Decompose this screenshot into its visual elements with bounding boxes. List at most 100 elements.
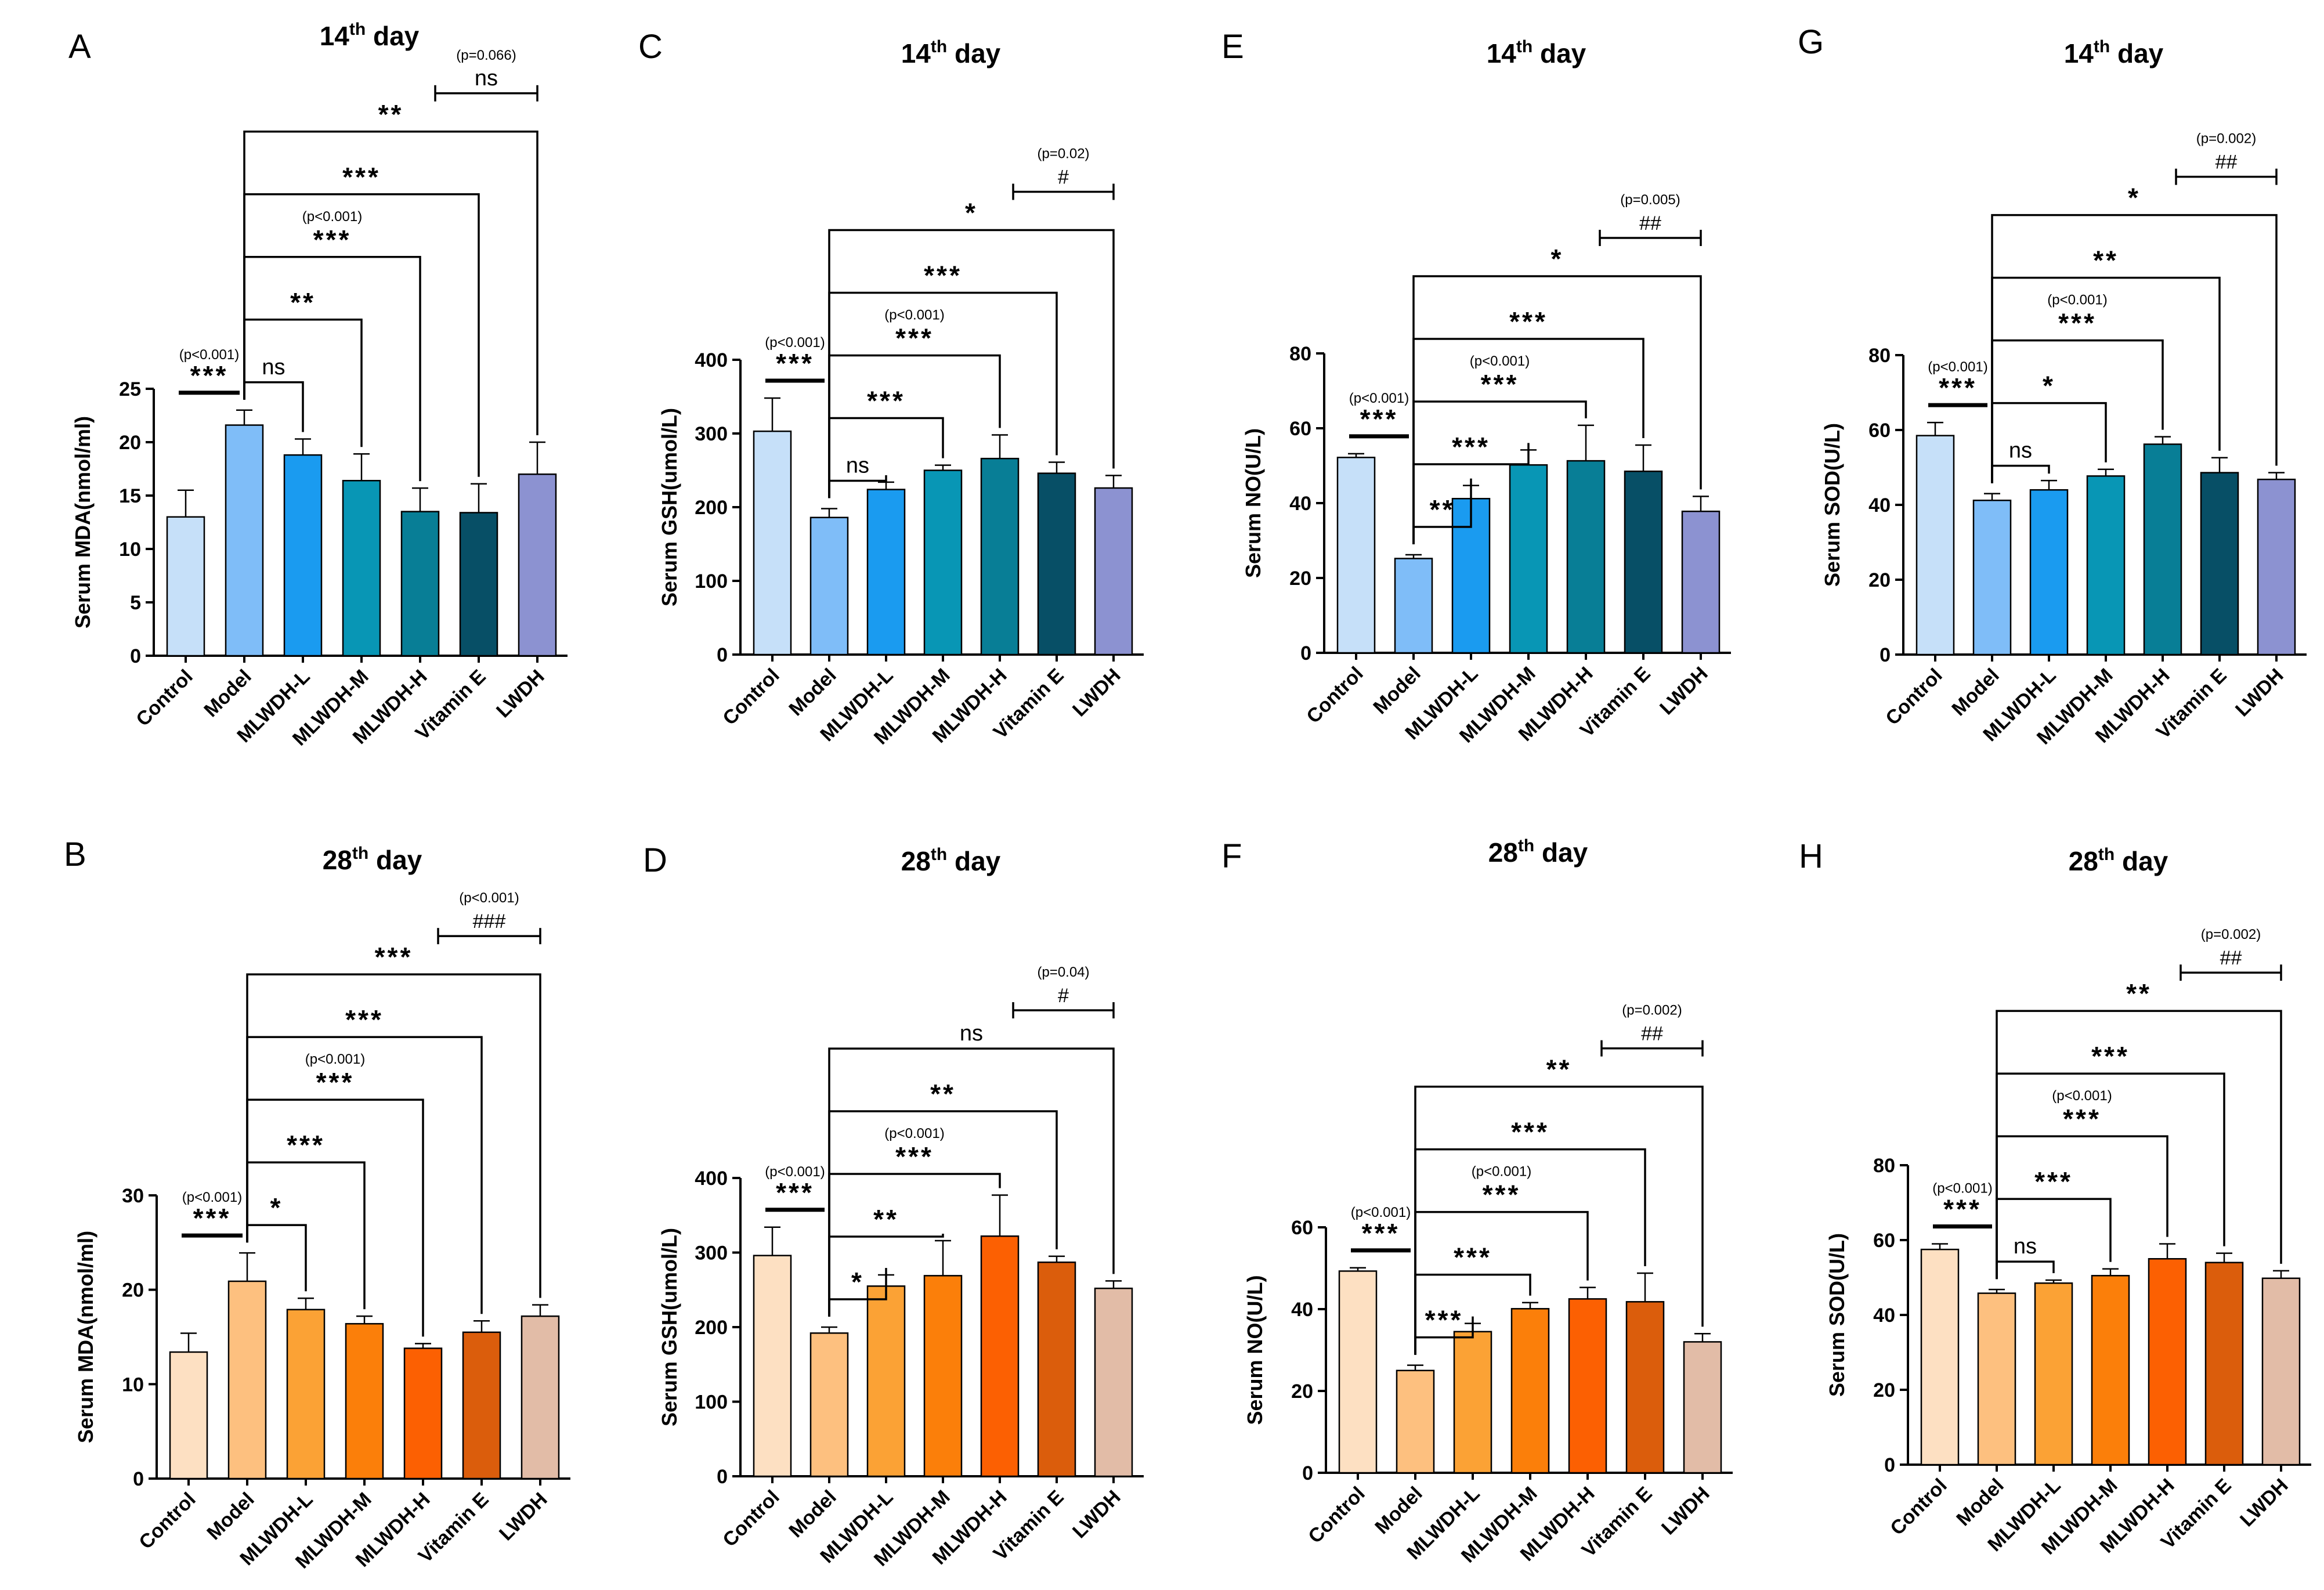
sig-label-2: * xyxy=(851,1267,864,1297)
bar-mlwdh-h xyxy=(980,457,1020,656)
bar-control xyxy=(169,1351,208,1480)
bar-control xyxy=(1920,1248,1960,1466)
y-axis-label: Serum MDA(nmol/ml) xyxy=(71,416,95,628)
panel-label: D xyxy=(643,841,667,879)
x-tick-label: Model xyxy=(1947,664,2003,720)
chart-title: 28th day xyxy=(1488,836,1588,868)
p-value-4: (p<0.001) xyxy=(1472,1164,1531,1180)
y-tick-label: 40 xyxy=(1868,494,1891,516)
chart-title: 14th day xyxy=(2064,37,2164,68)
sig-label-6: * xyxy=(965,198,978,228)
sig-label-control: *** xyxy=(776,1177,814,1208)
y-tick-label: 0 xyxy=(1302,1462,1313,1484)
y-tick-label: 300 xyxy=(695,423,728,445)
y-tick-label: 40 xyxy=(1291,1299,1313,1321)
p-value-control: (p<0.001) xyxy=(765,335,825,350)
bar-model xyxy=(1977,1292,2016,1466)
y-tick-label: 60 xyxy=(1291,1217,1313,1239)
sig-label-3: *** xyxy=(2034,1166,2073,1197)
panel-G: G 14th day 0 20 40 60 80 Serum SOD(U/L) Control M… xyxy=(1798,23,2307,749)
bar-vitamin-e xyxy=(1625,1301,1665,1474)
y-tick-label: 80 xyxy=(1868,345,1891,367)
sig-bracket-2 xyxy=(1991,464,2050,483)
sig-label-2: ** xyxy=(1430,494,1455,525)
panel-label: G xyxy=(1798,23,1824,61)
bar-mlwdh-l xyxy=(866,1285,906,1477)
x-tick-label: LWDH xyxy=(492,666,549,722)
y-tick-label: 0 xyxy=(1884,1454,1895,1476)
bar-model xyxy=(1396,1369,1435,1474)
p-value-4: (p<0.001) xyxy=(2052,1088,2112,1104)
sig-bracket-6 xyxy=(1412,275,1702,545)
x-tick-label: Model xyxy=(785,664,840,720)
bar-mlwdh-m xyxy=(1510,1308,1550,1474)
p-value-4: (p<0.001) xyxy=(884,308,944,323)
y-tick-label: 300 xyxy=(695,1242,728,1264)
chart-title: 14th day xyxy=(1487,37,1586,68)
sig-label-2: ns xyxy=(262,355,285,380)
sig-label-6: ns xyxy=(960,1021,983,1046)
y-tick-label: 80 xyxy=(1289,343,1311,365)
bar-lwdh xyxy=(1683,1341,1722,1474)
sig-label-3: *** xyxy=(1454,1242,1492,1273)
p-value-4: (p<0.001) xyxy=(884,1126,944,1141)
bar-model xyxy=(809,516,849,656)
hash-label: ## xyxy=(1641,1023,1663,1045)
sig-label-2: ns xyxy=(846,454,869,478)
chart-title: 28th day xyxy=(2069,845,2168,876)
bar-control xyxy=(753,1255,792,1477)
p-value-control: (p<0.001) xyxy=(179,347,239,363)
bar-mlwdh-m xyxy=(2086,475,2126,656)
bar-vitamin-e xyxy=(459,512,498,657)
chart-title: 28th day xyxy=(901,845,1001,876)
sig-label-4: *** xyxy=(313,225,352,255)
y-tick-label: 20 xyxy=(1291,1381,1313,1403)
sig-label-3: *** xyxy=(1452,432,1490,462)
bar-lwdh xyxy=(518,473,557,657)
x-tick-label: LWDH xyxy=(2236,1475,2293,1531)
y-axis-label: Serum NO(U/L) xyxy=(1241,428,1265,578)
x-tick-label: LWDH xyxy=(1068,664,1125,721)
y-tick-label: 10 xyxy=(119,539,141,561)
bar-control xyxy=(166,516,205,657)
sig-label-control: *** xyxy=(1362,1218,1400,1248)
sig-label-control: *** xyxy=(776,348,814,378)
x-tick-label: Model xyxy=(1371,1483,1426,1538)
bar-mlwdh-m xyxy=(923,1275,963,1477)
bar-lwdh xyxy=(521,1315,560,1480)
sig-label-6: ** xyxy=(1546,1054,1572,1085)
bar-mlwdh-l xyxy=(1453,1331,1492,1474)
y-tick-label: 40 xyxy=(1289,493,1311,515)
sig-label-3: ** xyxy=(290,287,316,317)
sig-label-4: *** xyxy=(895,1141,934,1172)
y-tick-label: 200 xyxy=(695,1317,728,1339)
bar-lwdh xyxy=(1094,1287,1133,1477)
y-tick-label: 0 xyxy=(1880,644,1891,666)
bar-mlwdh-h xyxy=(2143,443,2182,656)
sig-label-3: * xyxy=(2043,371,2055,401)
x-tick-label: Model xyxy=(1369,663,1425,718)
p-value-4: (p<0.001) xyxy=(305,1051,365,1067)
bar-vitamin-e xyxy=(1037,1261,1076,1477)
sig-label-4: *** xyxy=(1481,369,1519,399)
sig-label-5: ** xyxy=(2093,245,2119,276)
y-tick-label: 0 xyxy=(130,645,141,667)
panel-label: B xyxy=(64,836,86,873)
y-axis-label: Serum GSH(umol/L) xyxy=(657,408,681,606)
bar-model xyxy=(809,1332,849,1477)
y-tick-label: 200 xyxy=(695,497,728,519)
hash-label: ## xyxy=(1639,212,1661,234)
bar-vitamin-e xyxy=(1037,472,1076,656)
sig-label-5: *** xyxy=(1509,306,1548,337)
x-tick-label: Control xyxy=(1302,663,1367,728)
bar-mlwdh-h xyxy=(980,1235,1020,1477)
bar-vitamin-e xyxy=(1624,470,1663,654)
y-tick-label: 20 xyxy=(119,432,141,454)
y-axis-label: Serum MDA(nmol/ml) xyxy=(74,1231,97,1443)
y-tick-label: 0 xyxy=(717,1466,728,1488)
y-tick-label: 25 xyxy=(119,378,141,400)
sig-label-control: *** xyxy=(193,1203,232,1233)
x-tick-label: Control xyxy=(1304,1483,1369,1548)
hash-p-value: (p=0.02) xyxy=(1037,146,1089,162)
